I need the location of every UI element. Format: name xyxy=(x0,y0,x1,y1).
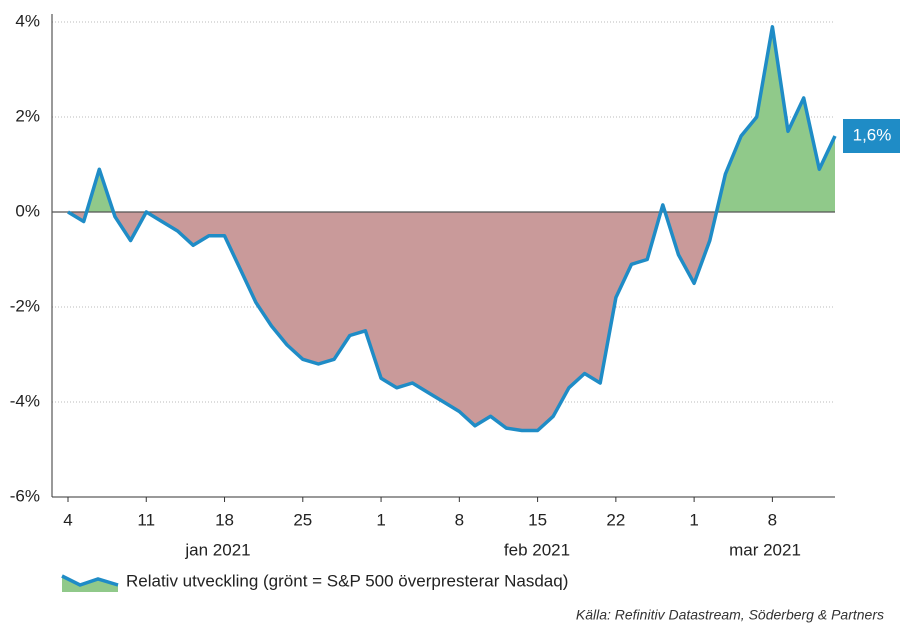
x-tick-label: 15 xyxy=(528,510,547,529)
x-tick-label: 8 xyxy=(455,510,464,529)
line xyxy=(67,25,837,433)
legend: Relativ utveckling (grönt = S&P 500 över… xyxy=(61,571,568,592)
y-tick-label: 0% xyxy=(15,201,40,220)
month-label: feb 2021 xyxy=(504,540,570,559)
source: Källa: Refinitiv Datastream, Söderberg &… xyxy=(576,607,884,623)
y-tick-label: -2% xyxy=(10,296,40,315)
x-tick-label: 25 xyxy=(293,510,312,529)
month-label: jan 2021 xyxy=(184,540,250,559)
x-tick-label: 1 xyxy=(689,510,698,529)
y-tick-label: 2% xyxy=(15,106,40,125)
x-tick-label: 22 xyxy=(606,510,625,529)
legend-label: Relativ utveckling (grönt = S&P 500 över… xyxy=(126,571,568,590)
month-label: mar 2021 xyxy=(729,540,801,559)
value-label-box xyxy=(843,119,900,153)
area-negative xyxy=(68,212,835,431)
area-positive xyxy=(68,26,835,212)
y-tick-label: -6% xyxy=(10,486,40,505)
legend-line xyxy=(61,574,119,587)
x-tick-label: 11 xyxy=(137,510,155,529)
y-tick-label: -4% xyxy=(10,391,40,410)
value-label: 1,6% xyxy=(853,125,892,144)
x-tick-label: 8 xyxy=(768,510,777,529)
legend-swatch xyxy=(62,576,118,592)
x-tick-label: 18 xyxy=(215,510,234,529)
y-tick-label: 4% xyxy=(15,11,40,30)
x-tick-label: 1 xyxy=(376,510,385,529)
x-tick-label: 4 xyxy=(63,510,72,529)
